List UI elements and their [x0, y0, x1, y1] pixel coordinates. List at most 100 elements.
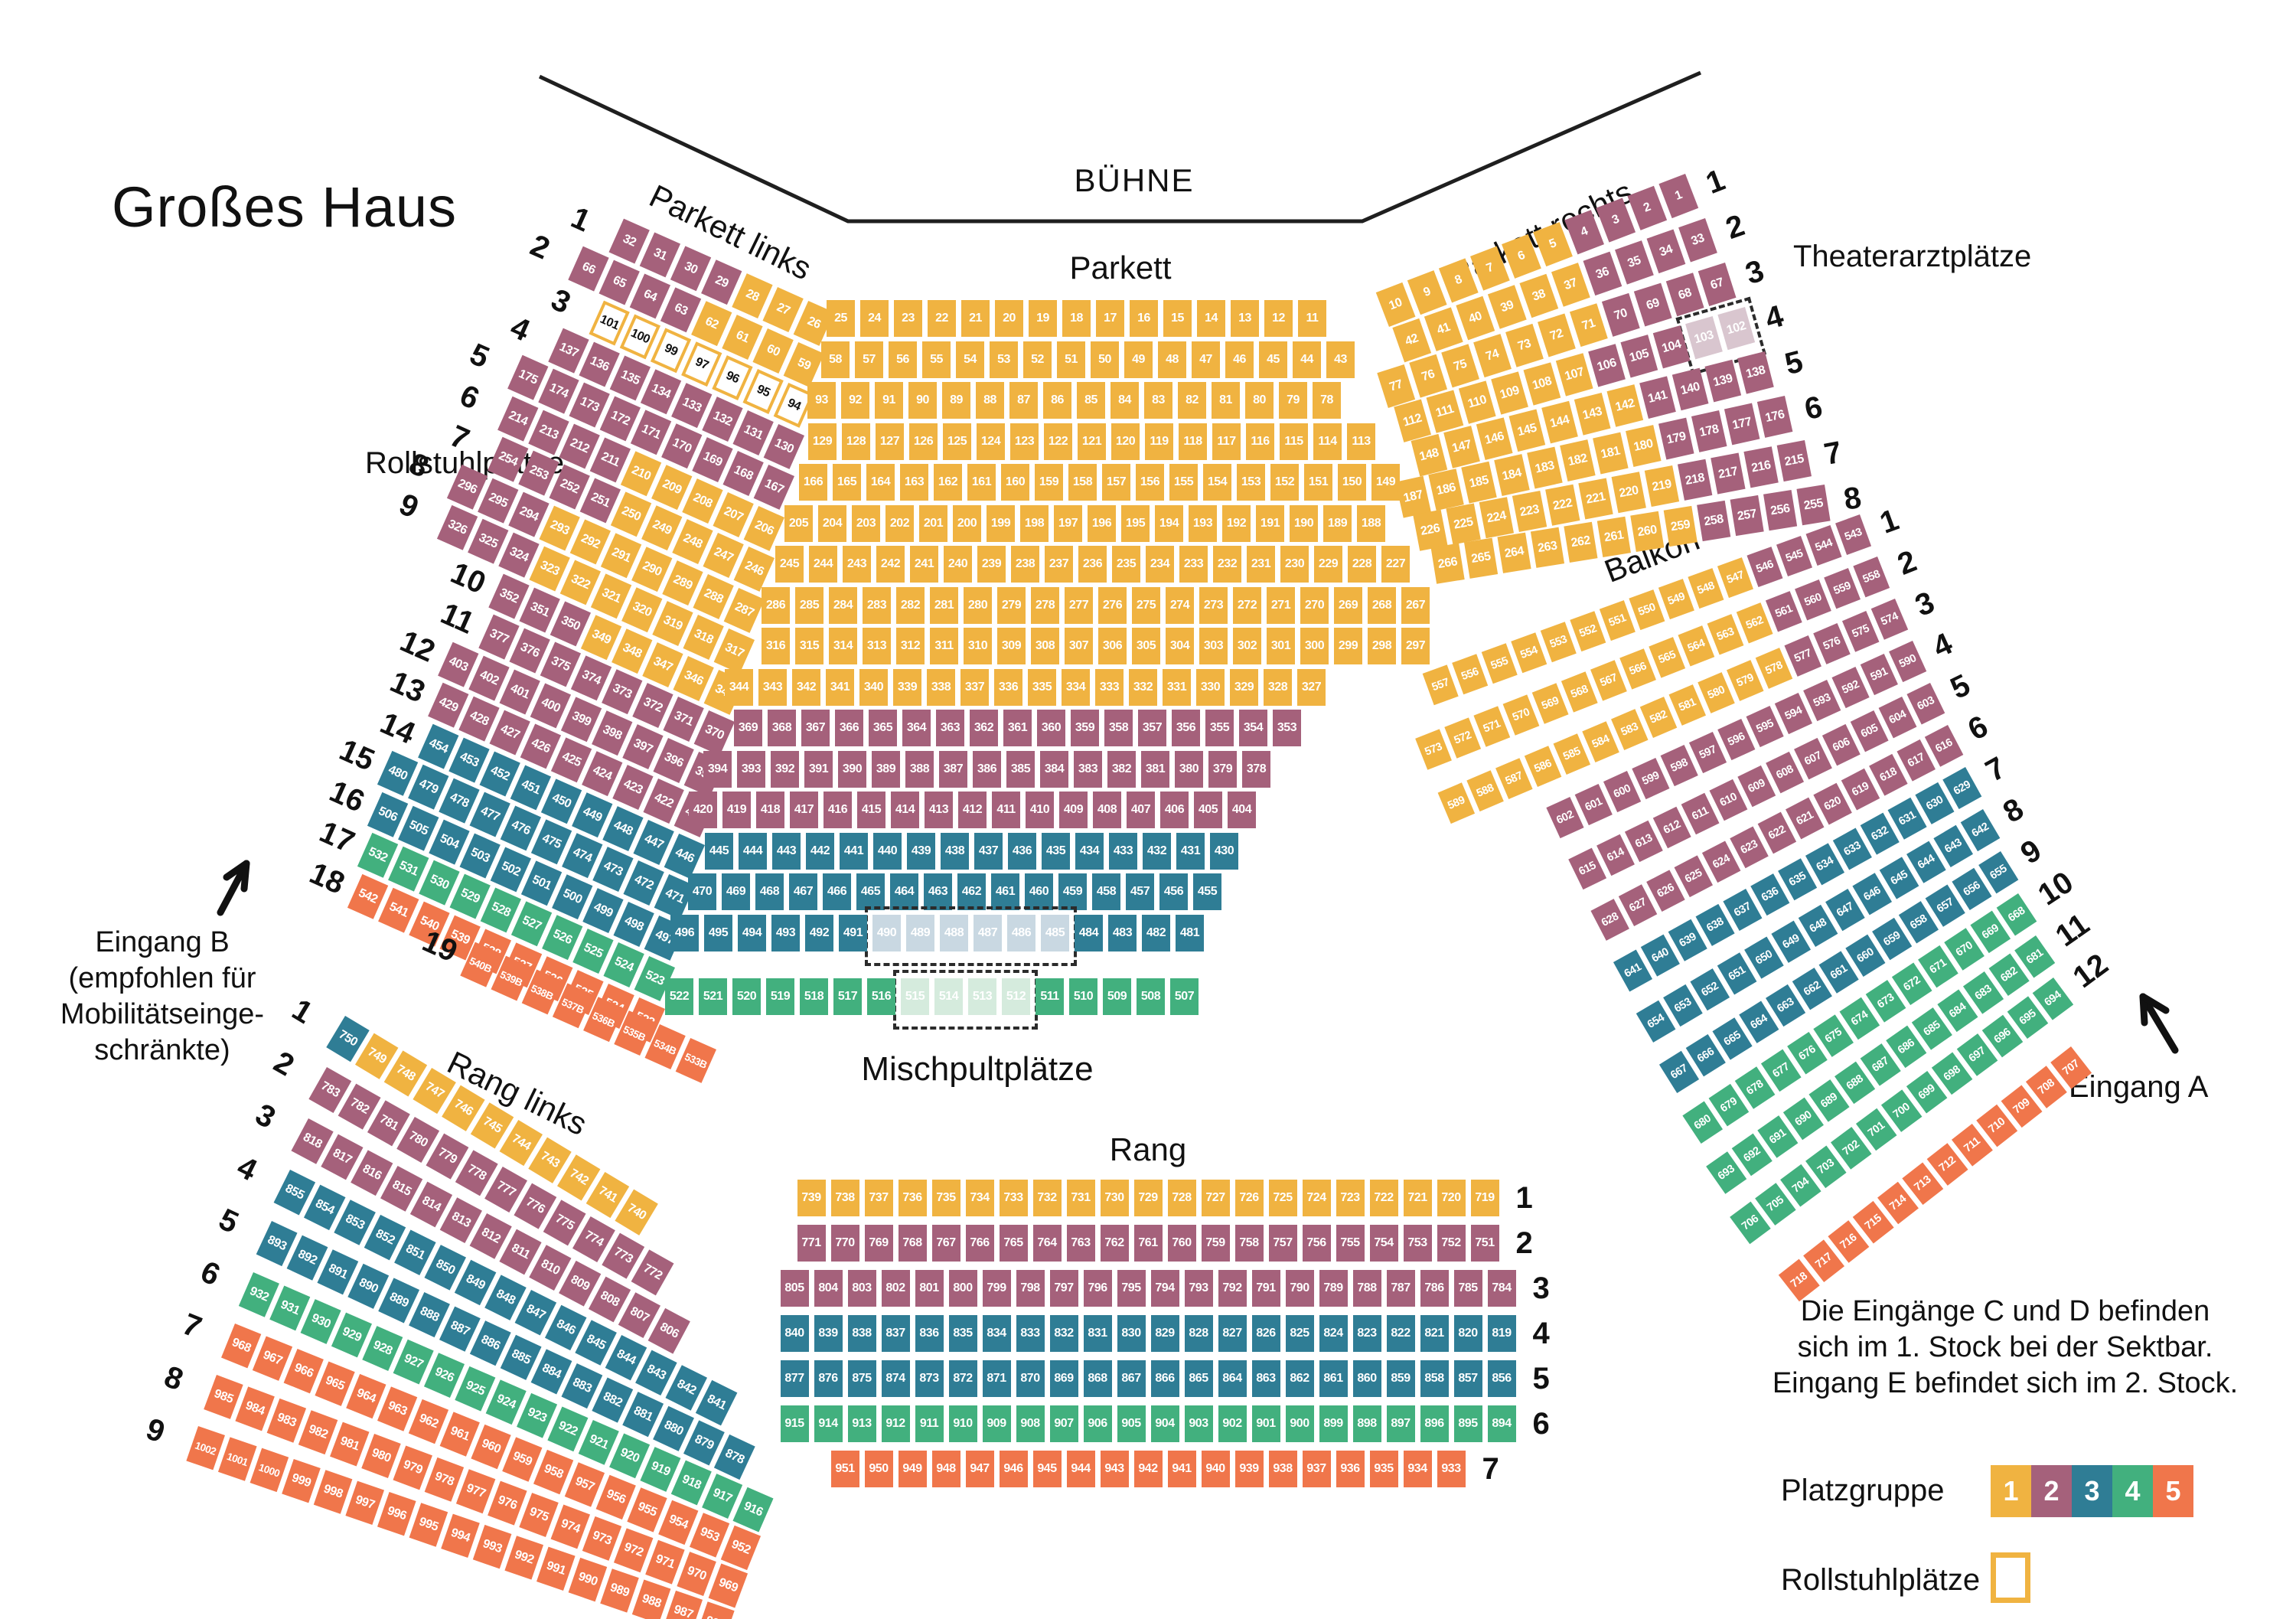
seat-982[interactable]: 982: [298, 1410, 338, 1455]
seat-723[interactable]: 723: [1336, 1180, 1365, 1216]
seat-762[interactable]: 762: [1100, 1225, 1129, 1262]
seat-861[interactable]: 861: [1319, 1360, 1348, 1397]
seat-72[interactable]: 72: [1538, 313, 1576, 357]
seat-181[interactable]: 181: [1593, 432, 1629, 475]
seat-980[interactable]: 980: [361, 1434, 401, 1478]
seat-439[interactable]: 439: [907, 832, 935, 870]
seat-739[interactable]: 739: [797, 1180, 826, 1216]
seat-340[interactable]: 340: [859, 668, 888, 706]
seat-305[interactable]: 305: [1132, 628, 1160, 664]
seat-52[interactable]: 52: [1023, 341, 1052, 378]
seat-407[interactable]: 407: [1127, 792, 1155, 828]
seat-306[interactable]: 306: [1098, 628, 1127, 664]
seat-155[interactable]: 155: [1169, 464, 1198, 501]
seat-556[interactable]: 556: [1452, 654, 1489, 695]
seat-297[interactable]: 297: [1401, 628, 1430, 664]
seat-802[interactable]: 802: [881, 1270, 910, 1307]
seat-838[interactable]: 838: [847, 1315, 876, 1352]
seat-152[interactable]: 152: [1270, 464, 1299, 501]
seat-563[interactable]: 563: [1707, 614, 1744, 655]
seat-828[interactable]: 828: [1184, 1315, 1213, 1352]
seat-197[interactable]: 197: [1054, 504, 1082, 542]
seat-80[interactable]: 80: [1245, 382, 1274, 419]
seat-71[interactable]: 71: [1569, 303, 1608, 348]
seat-994[interactable]: 994: [441, 1513, 480, 1559]
seat-191[interactable]: 191: [1256, 504, 1284, 542]
seat-823[interactable]: 823: [1352, 1315, 1381, 1352]
seat-218[interactable]: 218: [1677, 459, 1713, 501]
seat-467[interactable]: 467: [789, 873, 817, 910]
seat-409[interactable]: 409: [1059, 792, 1088, 828]
seat-752[interactable]: 752: [1437, 1225, 1466, 1262]
seat-794[interactable]: 794: [1150, 1270, 1179, 1307]
seat-329[interactable]: 329: [1230, 668, 1258, 706]
seat-298[interactable]: 298: [1368, 628, 1396, 664]
seat-826[interactable]: 826: [1251, 1315, 1280, 1352]
seat-114[interactable]: 114: [1313, 423, 1342, 460]
seat-302[interactable]: 302: [1233, 628, 1261, 664]
seat-974[interactable]: 974: [550, 1504, 591, 1549]
seat-461[interactable]: 461: [991, 873, 1019, 910]
seat-464[interactable]: 464: [890, 873, 918, 910]
seat-533B[interactable]: 533B: [675, 1037, 716, 1083]
seat-314[interactable]: 314: [829, 628, 857, 664]
seat-333[interactable]: 333: [1095, 668, 1124, 706]
seat-579[interactable]: 579: [1726, 660, 1764, 701]
seat-760[interactable]: 760: [1167, 1225, 1196, 1262]
seat-140[interactable]: 140: [1671, 367, 1709, 411]
seat-790[interactable]: 790: [1285, 1270, 1314, 1307]
seat-413[interactable]: 413: [925, 792, 953, 828]
seat-543[interactable]: 543: [1835, 514, 1872, 555]
seat-185[interactable]: 185: [1461, 461, 1497, 504]
seat-107[interactable]: 107: [1555, 353, 1593, 397]
seat-386[interactable]: 386: [973, 750, 1001, 788]
seat-165[interactable]: 165: [833, 464, 861, 501]
seat-576[interactable]: 576: [1813, 623, 1851, 664]
seat-873[interactable]: 873: [915, 1360, 944, 1397]
seat-797[interactable]: 797: [1049, 1270, 1078, 1307]
seat-356[interactable]: 356: [1172, 710, 1200, 746]
seat-566[interactable]: 566: [1619, 648, 1656, 690]
seat-438[interactable]: 438: [941, 832, 969, 870]
seat-827[interactable]: 827: [1218, 1315, 1247, 1352]
seat-342[interactable]: 342: [792, 668, 820, 706]
seat-977[interactable]: 977: [455, 1469, 496, 1514]
seat-119[interactable]: 119: [1145, 423, 1173, 460]
seat-763[interactable]: 763: [1066, 1225, 1095, 1262]
seat-73[interactable]: 73: [1505, 323, 1544, 367]
seat-115[interactable]: 115: [1280, 423, 1308, 460]
seat-765[interactable]: 765: [999, 1225, 1028, 1262]
seat-788[interactable]: 788: [1352, 1270, 1381, 1307]
seat-734[interactable]: 734: [965, 1180, 994, 1216]
seat-519[interactable]: 519: [766, 978, 794, 1015]
seat-235[interactable]: 235: [1112, 546, 1140, 583]
seat-365[interactable]: 365: [869, 710, 897, 746]
seat-995[interactable]: 995: [409, 1503, 448, 1547]
seat-489[interactable]: 489: [906, 914, 934, 951]
seat-74[interactable]: 74: [1473, 334, 1512, 378]
seat-518[interactable]: 518: [800, 978, 828, 1015]
seat-199[interactable]: 199: [987, 504, 1015, 542]
seat-117[interactable]: 117: [1212, 423, 1241, 460]
seat-405[interactable]: 405: [1194, 792, 1222, 828]
seat-243[interactable]: 243: [843, 546, 871, 583]
seat-731[interactable]: 731: [1066, 1180, 1095, 1216]
seat-307[interactable]: 307: [1065, 628, 1093, 664]
seat-969[interactable]: 969: [708, 1563, 748, 1608]
seat-164[interactable]: 164: [866, 464, 895, 501]
seat-565[interactable]: 565: [1649, 637, 1686, 678]
seat-487[interactable]: 487: [974, 914, 1002, 951]
seat-25[interactable]: 25: [827, 300, 855, 337]
seat-795[interactable]: 795: [1117, 1270, 1146, 1307]
seat-971[interactable]: 971: [645, 1539, 685, 1585]
seat-222[interactable]: 222: [1545, 484, 1580, 526]
seat-758[interactable]: 758: [1234, 1225, 1264, 1262]
seat-895[interactable]: 895: [1453, 1405, 1482, 1442]
seat-915[interactable]: 915: [780, 1405, 809, 1442]
seat-258[interactable]: 258: [1697, 500, 1731, 542]
seat-588[interactable]: 588: [1466, 770, 1504, 812]
seat-150[interactable]: 150: [1338, 464, 1366, 501]
seat-184[interactable]: 184: [1494, 454, 1530, 497]
seat-729[interactable]: 729: [1133, 1180, 1163, 1216]
seat-265[interactable]: 265: [1464, 537, 1499, 579]
